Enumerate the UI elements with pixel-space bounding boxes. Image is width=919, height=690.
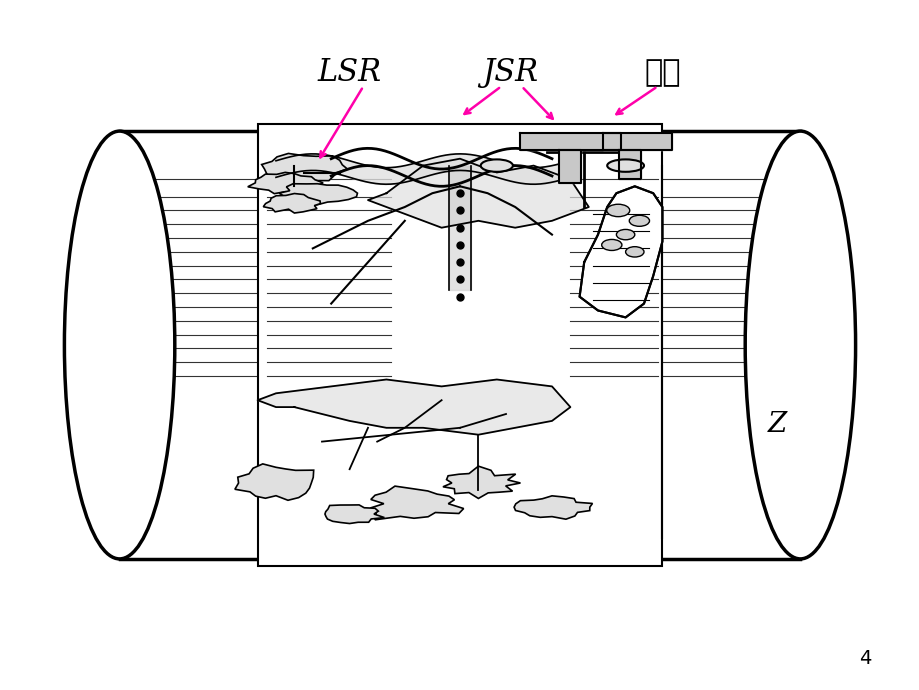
Text: 4: 4 — [857, 649, 870, 669]
Ellipse shape — [607, 159, 643, 172]
Polygon shape — [257, 124, 662, 566]
Polygon shape — [370, 486, 463, 520]
Ellipse shape — [616, 230, 634, 240]
Polygon shape — [324, 505, 384, 524]
Text: Z: Z — [767, 411, 786, 438]
Polygon shape — [261, 153, 347, 182]
Polygon shape — [234, 464, 313, 500]
Polygon shape — [263, 193, 320, 213]
Ellipse shape — [629, 215, 649, 226]
Text: LSR: LSR — [317, 57, 381, 88]
Ellipse shape — [625, 247, 643, 257]
Ellipse shape — [480, 159, 513, 172]
Polygon shape — [579, 186, 662, 317]
Polygon shape — [278, 184, 357, 205]
Polygon shape — [602, 133, 671, 150]
Ellipse shape — [744, 131, 855, 559]
Polygon shape — [519, 133, 620, 150]
Ellipse shape — [64, 131, 175, 559]
Polygon shape — [514, 496, 592, 519]
Text: 横管: 横管 — [643, 58, 680, 87]
Polygon shape — [448, 166, 471, 290]
Polygon shape — [442, 466, 520, 498]
Polygon shape — [247, 172, 323, 194]
Ellipse shape — [601, 239, 621, 250]
Polygon shape — [559, 150, 581, 183]
Polygon shape — [257, 380, 570, 435]
Text: JSR: JSR — [482, 57, 539, 88]
Ellipse shape — [607, 204, 630, 217]
Polygon shape — [618, 150, 641, 179]
Polygon shape — [368, 159, 588, 228]
